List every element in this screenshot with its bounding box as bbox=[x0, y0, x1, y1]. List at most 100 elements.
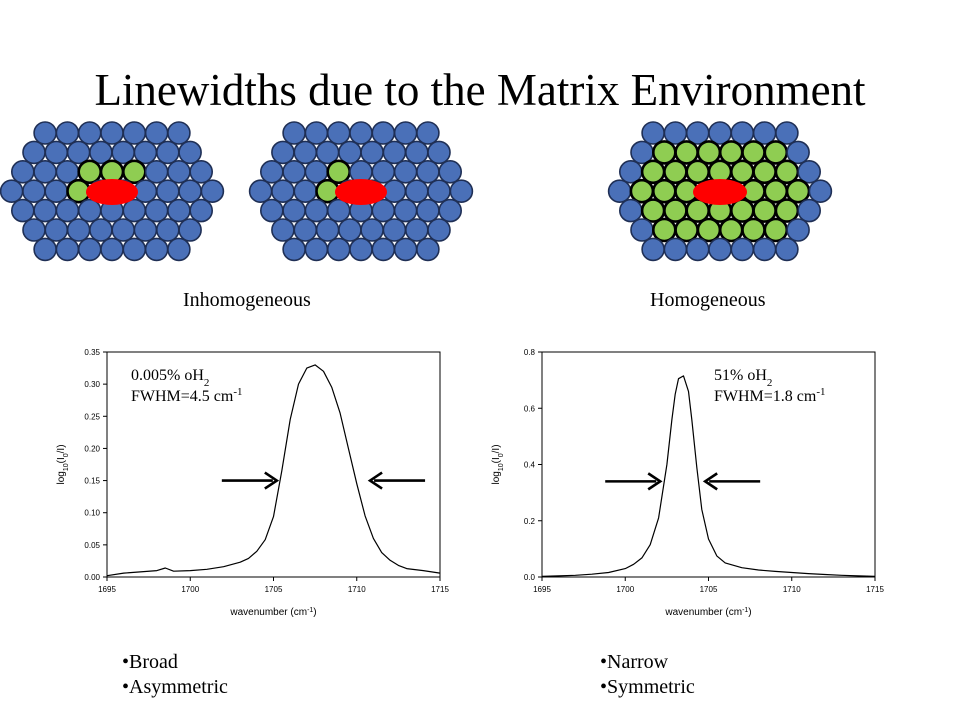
fwhm-arrow-right-head bbox=[702, 472, 718, 491]
fwhm-label: FWHM=1.8 cm-1 bbox=[714, 386, 826, 405]
matrix-sphere bbox=[33, 121, 57, 145]
matrix-sphere bbox=[607, 179, 632, 203]
matrix-sphere bbox=[349, 121, 373, 145]
matrix-sphere bbox=[808, 179, 833, 203]
matrix-sphere bbox=[304, 121, 329, 145]
matrix-sphere bbox=[44, 140, 69, 165]
matrix-sphere bbox=[66, 218, 91, 242]
matrix-sphere bbox=[393, 198, 418, 223]
neighbor-sphere bbox=[122, 159, 147, 185]
bullet-item: Asymmetric bbox=[122, 675, 228, 700]
matrix-sphere bbox=[786, 140, 810, 165]
x-tick-label: 1710 bbox=[348, 585, 366, 594]
matrix-sphere bbox=[315, 218, 340, 242]
matrix-sphere bbox=[144, 121, 169, 145]
matrix-sphere bbox=[282, 160, 306, 184]
matrix-sphere bbox=[404, 218, 429, 242]
x-axis-label: wavenumber (cm-1) bbox=[229, 607, 316, 619]
matrix-sphere bbox=[338, 218, 362, 242]
matrix-sphere bbox=[122, 198, 147, 223]
y-tick-label: 0.30 bbox=[84, 380, 100, 389]
matrix-sphere bbox=[663, 237, 688, 262]
spectrum-line bbox=[106, 364, 441, 577]
matrix-sphere bbox=[371, 237, 396, 262]
fwhm-arrow-left-head bbox=[647, 472, 663, 491]
matrix-sphere bbox=[144, 198, 169, 223]
bullet-list-inhomogeneous: Broad Asymmetric bbox=[122, 650, 228, 700]
matrix-sphere bbox=[44, 179, 69, 203]
matrix-sphere bbox=[156, 140, 180, 165]
caption-homogeneous: Homogeneous bbox=[650, 289, 766, 311]
matrix-sphere bbox=[752, 237, 777, 262]
matrix-sphere bbox=[144, 237, 169, 262]
lattice-group bbox=[0, 121, 225, 262]
matrix-sphere bbox=[271, 179, 295, 203]
matrix-sphere bbox=[685, 237, 710, 262]
matrix-sphere bbox=[371, 121, 396, 145]
x-tick-label: 1705 bbox=[265, 585, 283, 594]
x-tick-label: 1715 bbox=[866, 585, 884, 594]
y-tick-label: 0.4 bbox=[524, 461, 536, 470]
matrix-sphere bbox=[293, 179, 318, 203]
y-tick-label: 0.8 bbox=[524, 348, 536, 357]
bullet-item: Broad bbox=[122, 650, 228, 675]
y-tick-label: 0.20 bbox=[84, 444, 100, 453]
matrix-sphere bbox=[167, 121, 191, 145]
matrix-sphere bbox=[775, 237, 799, 262]
matrix-sphere bbox=[189, 160, 213, 184]
matrix-sphere bbox=[144, 160, 169, 184]
spectrum-line bbox=[541, 375, 876, 577]
guest-molecule bbox=[335, 179, 387, 205]
matrix-sphere bbox=[100, 237, 124, 262]
y-axis-label: log10(I0/I) bbox=[56, 444, 70, 484]
concentration-label: 0.005% oH2 bbox=[131, 367, 209, 389]
matrix-sphere bbox=[427, 140, 451, 165]
matrix-sphere bbox=[22, 179, 46, 203]
matrix-sphere bbox=[282, 121, 306, 145]
matrix-sphere bbox=[393, 160, 418, 184]
matrix-sphere bbox=[178, 179, 202, 203]
matrix-sphere bbox=[438, 160, 463, 184]
matrix-sphere bbox=[449, 179, 474, 203]
matrix-sphere bbox=[797, 198, 822, 223]
matrix-sphere bbox=[122, 121, 147, 145]
fwhm-arrow-left-head bbox=[264, 471, 280, 490]
matrix-sphere bbox=[416, 198, 440, 223]
neighbor-sphere bbox=[763, 217, 789, 243]
y-axis-label: log10(I0/I) bbox=[491, 444, 505, 484]
neighbor-sphere bbox=[651, 217, 677, 243]
matrix-sphere bbox=[393, 121, 418, 145]
y-tick-label: 0.00 bbox=[84, 573, 100, 582]
matrix-sphere bbox=[0, 179, 24, 203]
matrix-sphere bbox=[200, 179, 225, 203]
x-tick-label: 1705 bbox=[700, 585, 718, 594]
y-tick-label: 0.6 bbox=[524, 404, 536, 413]
matrix-sphere bbox=[427, 179, 451, 203]
matrix-sphere bbox=[360, 140, 384, 165]
matrix-sphere bbox=[404, 140, 429, 165]
matrix-sphere bbox=[133, 218, 158, 242]
spectrum-chart-homogeneous: 0.0 0.2 0.4 0.6 0.8 1695 1700 1705 1710 1715 waven… bbox=[491, 348, 884, 618]
matrix-sphere bbox=[797, 160, 822, 184]
matrix-sphere bbox=[167, 237, 191, 262]
fwhm-label: FWHM=4.5 cm-1 bbox=[131, 386, 243, 405]
matrix-sphere bbox=[326, 121, 351, 145]
neighbor-sphere bbox=[741, 217, 766, 243]
matrix-sphere bbox=[282, 198, 306, 223]
guest-molecule bbox=[86, 179, 138, 205]
slide-title: Linewidths due to the Matrix Environment bbox=[94, 65, 866, 115]
caption-inhomogeneous: Inhomogeneous bbox=[183, 289, 311, 311]
neighbor-sphere bbox=[718, 217, 744, 243]
matrix-sphere bbox=[55, 121, 80, 145]
matrix-sphere bbox=[730, 237, 755, 262]
matrix-sphere bbox=[259, 198, 284, 223]
matrix-sphere bbox=[416, 160, 440, 184]
matrix-sphere bbox=[248, 179, 273, 203]
matrix-sphere bbox=[167, 160, 191, 184]
x-tick-label: 1700 bbox=[181, 585, 199, 594]
matrix-sphere bbox=[382, 218, 407, 242]
matrix-sphere bbox=[167, 198, 191, 223]
matrix-sphere bbox=[786, 218, 810, 242]
neighbor-sphere bbox=[674, 217, 699, 243]
matrix-sphere bbox=[708, 237, 732, 262]
